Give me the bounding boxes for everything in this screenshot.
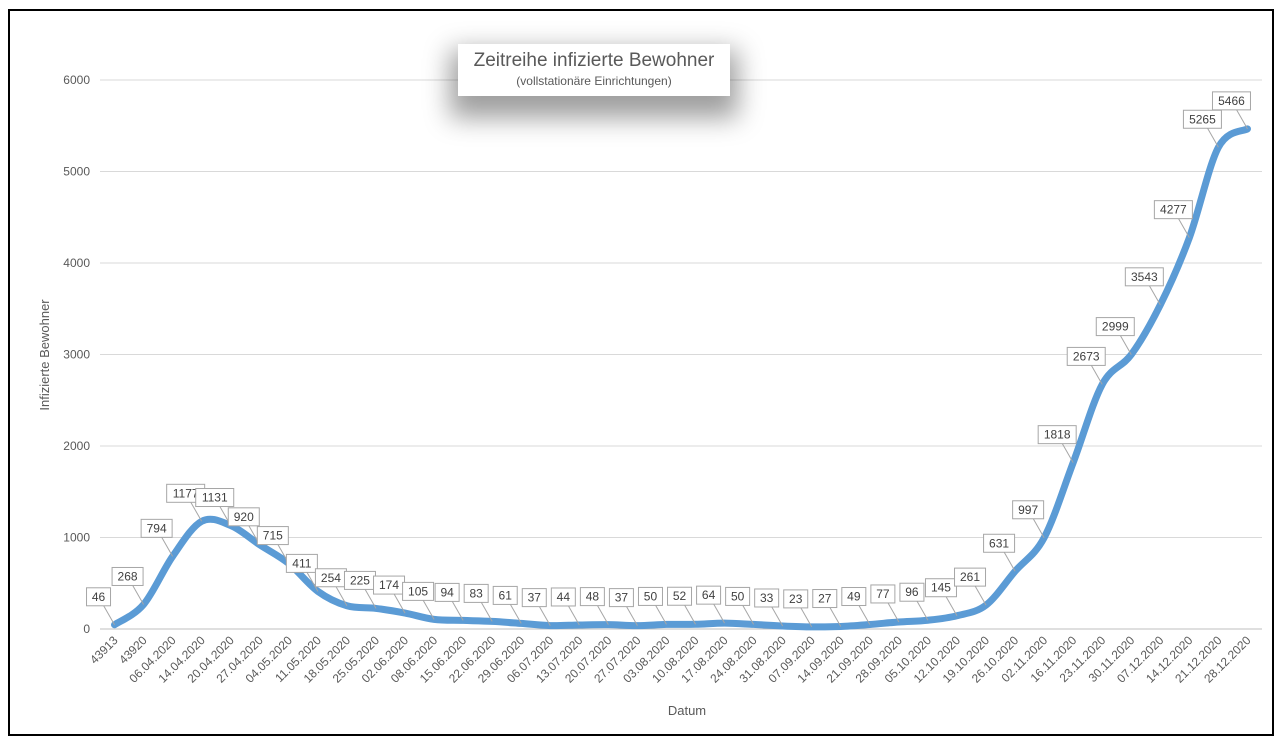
data-label-box — [812, 589, 838, 609]
data-label: 23 — [789, 592, 803, 606]
data-label-box — [637, 586, 663, 606]
data-label-box — [1211, 91, 1251, 111]
gridlines — [100, 79, 1262, 630]
data-label: 48 — [586, 590, 600, 604]
data-label-box — [402, 581, 435, 601]
data-label: 1818 — [1044, 428, 1071, 442]
y-axis-ticks: 0 1000 2000 3000 4000 5000 6000 — [63, 73, 90, 636]
data-label-box — [1153, 200, 1193, 220]
y-tick-label: 2000 — [63, 439, 90, 453]
data-label-box — [434, 582, 460, 602]
data-label-box — [550, 587, 576, 607]
data-label-box — [667, 586, 693, 606]
data-label-box — [696, 585, 722, 605]
data-label: 1131 — [202, 491, 228, 505]
data-label: 225 — [350, 573, 370, 587]
data-label-box — [492, 585, 518, 605]
data-label-box — [1037, 425, 1077, 445]
data-label-box — [1095, 317, 1135, 337]
chart-title-box: Zeitreihe infizierte Bewohner (vollstati… — [458, 44, 730, 96]
data-label: 1177 — [173, 486, 199, 500]
y-tick-label: 5000 — [63, 165, 90, 179]
data-label: 2999 — [1102, 320, 1129, 334]
data-label: 50 — [731, 589, 745, 603]
x-tick-label: 43913 — [87, 633, 121, 667]
chart-frame — [8, 9, 1274, 736]
data-label-box — [579, 587, 605, 607]
series-line-path — [111, 125, 1251, 631]
data-label: 96 — [905, 585, 919, 599]
chart-title: Zeitreihe infizierte Bewohner — [473, 50, 715, 71]
data-label: 94 — [440, 585, 454, 599]
data-label: 52 — [673, 589, 687, 603]
data-label: 920 — [234, 510, 254, 524]
data-label-box — [140, 518, 173, 538]
data-label: 83 — [469, 586, 483, 600]
data-label: 46 — [92, 590, 106, 604]
data-label-box — [725, 586, 751, 606]
data-label-box — [1182, 109, 1222, 129]
data-label: 2673 — [1073, 349, 1100, 363]
data-label-box — [111, 566, 144, 586]
data-label-box — [754, 588, 780, 608]
data-label-box — [983, 533, 1016, 553]
data-label: 33 — [760, 591, 774, 605]
x-axis-ticks: 439134392006.04.202014.04.202020.04.2020… — [87, 633, 1254, 686]
data-label-box — [195, 488, 235, 508]
x-axis-title: Datum — [668, 703, 706, 718]
data-label-box — [521, 588, 547, 608]
y-axis-title: Infizierte Bewohner — [37, 299, 52, 411]
data-labels: 46 268 794 1177 1131 920 715 411 254 225 174 105 94 8… — [86, 91, 1251, 628]
data-label-box — [954, 567, 987, 587]
data-label: 174 — [379, 578, 399, 592]
data-label: 997 — [1018, 503, 1038, 517]
data-label: 631 — [989, 536, 1009, 550]
data-label: 5466 — [1218, 94, 1245, 108]
data-label-box — [924, 578, 957, 598]
y-tick-label: 0 — [83, 622, 90, 636]
data-label: 37 — [615, 591, 629, 605]
data-label-box — [256, 526, 289, 546]
data-label: 50 — [644, 589, 658, 603]
y-tick-label: 4000 — [63, 256, 90, 270]
data-label-box — [841, 587, 867, 607]
data-label: 3543 — [1131, 270, 1158, 284]
y-tick-label: 3000 — [63, 348, 90, 362]
data-label: 37 — [528, 591, 542, 605]
y-tick-label: 6000 — [63, 73, 90, 87]
data-label: 715 — [263, 529, 283, 543]
data-label-box — [899, 582, 925, 602]
data-label-box — [463, 583, 489, 603]
data-label-box — [285, 553, 318, 573]
data-label: 27 — [818, 592, 832, 606]
data-label: 49 — [847, 590, 861, 604]
data-label: 268 — [118, 569, 138, 583]
data-label: 794 — [147, 521, 167, 535]
data-label: 5265 — [1189, 112, 1216, 126]
data-label: 145 — [931, 581, 951, 595]
series-line — [111, 125, 1251, 631]
data-label: 77 — [876, 587, 890, 601]
data-label-box — [227, 507, 260, 527]
data-label: 4277 — [1160, 203, 1187, 217]
data-label: 261 — [960, 570, 980, 584]
data-label-box — [1012, 500, 1045, 520]
chart-subtitle: (vollstationäre Einrichtungen) — [516, 74, 672, 88]
data-label: 254 — [321, 571, 341, 585]
y-tick-label: 1000 — [63, 531, 90, 545]
data-label-box — [608, 588, 634, 608]
data-label-box — [870, 584, 896, 604]
data-label: 44 — [557, 590, 571, 604]
data-label: 105 — [408, 584, 428, 598]
data-label-box — [1124, 267, 1164, 287]
data-label-box — [1066, 346, 1106, 366]
data-label-box — [86, 587, 112, 607]
data-label: 64 — [702, 588, 716, 602]
data-label: 61 — [499, 588, 513, 602]
data-label: 411 — [292, 556, 311, 570]
data-label-box — [783, 589, 809, 609]
